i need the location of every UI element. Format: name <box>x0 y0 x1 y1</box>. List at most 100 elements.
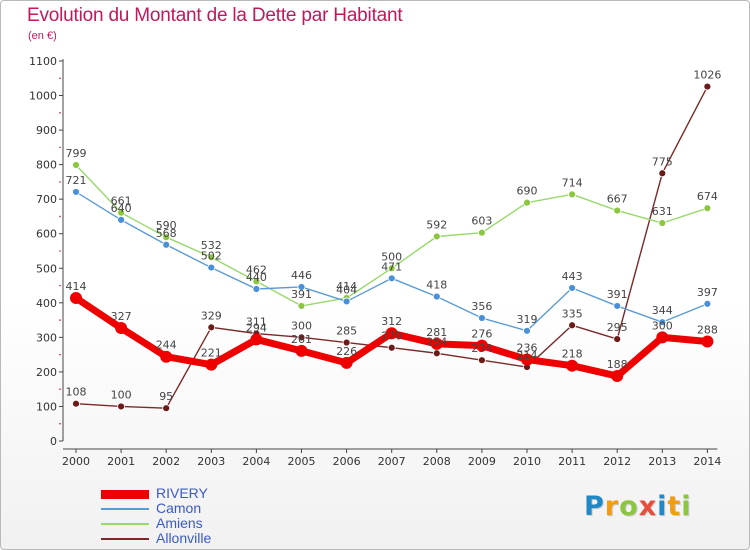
data-label-rivery: 221 <box>201 347 222 360</box>
data-point-allonville <box>432 349 441 358</box>
x-tick-label: 2005 <box>288 455 316 468</box>
y-minor-tick <box>59 112 61 114</box>
y-tick-label: 0 <box>50 435 57 448</box>
x-tick-label: 2011 <box>558 455 586 468</box>
data-label-allonville: 270 <box>381 330 402 343</box>
data-point-allonville <box>342 338 351 347</box>
y-tick-label: 900 <box>36 124 57 137</box>
logo-letter: t <box>667 491 682 522</box>
data-label-allonville: 1026 <box>693 69 721 82</box>
data-label-amiens: 500 <box>381 250 402 263</box>
data-point-rivery <box>566 359 579 372</box>
x-tick-label: 2004 <box>242 455 270 468</box>
x-tick-label: 2007 <box>378 455 406 468</box>
y-minor-tick <box>59 146 61 149</box>
data-label-allonville: 100 <box>111 388 132 401</box>
data-label-camon: 404 <box>336 283 357 296</box>
data-point-rivery <box>160 350 173 363</box>
logo-letter: i <box>681 491 692 522</box>
data-labels: 108 100 95 329 311 300 285 270 254 234 214 335 295 77… <box>66 69 722 404</box>
y-tick-label: 600 <box>36 228 57 241</box>
data-point-rivery <box>70 291 82 304</box>
legend-item-amiens: Amiens <box>101 515 301 531</box>
data-label-allonville: 311 <box>246 316 267 329</box>
data-point-camon <box>252 285 261 293</box>
axes: 0 100 200 300 400 500 600 700 800 900 1000 1100 2000… <box>29 55 721 468</box>
data-label-allonville: 254 <box>426 335 447 348</box>
data-point-rivery <box>521 353 533 366</box>
data-label-amiens: 603 <box>471 215 492 228</box>
data-point-allonville <box>613 335 622 343</box>
data-label-camon: 471 <box>381 260 402 273</box>
data-point-amiens <box>162 233 171 242</box>
data-point-allonville <box>703 82 712 91</box>
data-label-allonville: 300 <box>291 319 312 332</box>
x-tick-label: 2002 <box>152 455 180 468</box>
y-tick-label: 300 <box>36 331 57 344</box>
data-point-amiens <box>523 198 531 207</box>
legend: RIVERY Camon Amiens Allonville <box>101 485 301 546</box>
data-label-amiens: 592 <box>426 218 447 231</box>
y-tick-label: 100 <box>36 400 57 413</box>
data-label-camon: 440 <box>246 271 267 284</box>
data-label-camon: 356 <box>471 300 492 313</box>
data-label-allonville: 95 <box>159 390 173 403</box>
data-point-camon <box>523 326 531 335</box>
data-point-rivery <box>250 333 263 346</box>
legend-swatch <box>101 489 149 499</box>
data-point-amiens <box>207 253 216 262</box>
data-label-allonville: 285 <box>336 325 357 338</box>
x-tick-label: 2000 <box>62 455 90 468</box>
data-label-allonville: 335 <box>562 307 583 320</box>
y-tick-label: 200 <box>36 366 57 379</box>
data-point-camon <box>658 318 667 327</box>
data-label-allonville: 234 <box>471 342 492 355</box>
data-label-rivery: 276 <box>471 328 492 341</box>
legend-label: Amiens <box>156 515 203 531</box>
data-point-amiens <box>703 204 712 213</box>
data-point-allonville <box>477 356 486 365</box>
legend-item-rivery: RIVERY <box>101 485 301 501</box>
data-label-rivery: 218 <box>562 348 583 361</box>
data-label-rivery: 327 <box>111 310 132 323</box>
y-minor-tick <box>59 319 61 321</box>
logo-letter: i <box>657 491 668 522</box>
data-label-amiens: 590 <box>156 219 177 232</box>
y-minor-tick <box>59 353 61 356</box>
data-label-camon: 397 <box>697 286 718 299</box>
data-point-camon <box>432 292 441 301</box>
data-label-camon: 446 <box>291 269 312 282</box>
data-label-rivery: 414 <box>66 280 87 293</box>
chart-title: Evolution du Montant de la Dette par Hab… <box>27 5 403 26</box>
data-point-rivery <box>656 331 669 344</box>
legend-item-allonville: Allonville <box>101 530 301 546</box>
data-point-rivery <box>611 370 624 383</box>
data-label-rivery: 312 <box>381 315 402 328</box>
data-point-amiens <box>387 264 396 273</box>
logo-letter: o <box>619 491 639 522</box>
data-point-amiens <box>432 232 441 241</box>
data-point-camon <box>613 302 622 310</box>
x-tick-label: 2008 <box>423 455 451 468</box>
data-point-amiens <box>252 277 261 286</box>
data-label-camon: 418 <box>426 279 447 292</box>
data-point-camon <box>72 188 80 196</box>
data-point-allonville <box>387 343 396 352</box>
data-label-rivery: 300 <box>652 319 673 332</box>
series-layer <box>70 82 714 413</box>
data-point-camon <box>297 283 306 291</box>
y-tick-label: 1000 <box>29 90 57 103</box>
data-point-allonville <box>117 402 125 411</box>
y-tick-label: 500 <box>36 262 57 275</box>
legend-swatch <box>101 523 149 525</box>
data-point-allonville <box>297 333 306 342</box>
x-tick-label: 2010 <box>513 455 541 468</box>
data-point-rivery <box>701 335 714 348</box>
data-label-amiens: 462 <box>246 263 267 276</box>
data-label-amiens: 532 <box>201 239 222 252</box>
data-label-amiens: 391 <box>291 288 312 301</box>
y-tick-label: 400 <box>36 297 57 310</box>
data-point-amiens <box>568 190 576 199</box>
chart-unit: (en €) <box>28 30 57 42</box>
